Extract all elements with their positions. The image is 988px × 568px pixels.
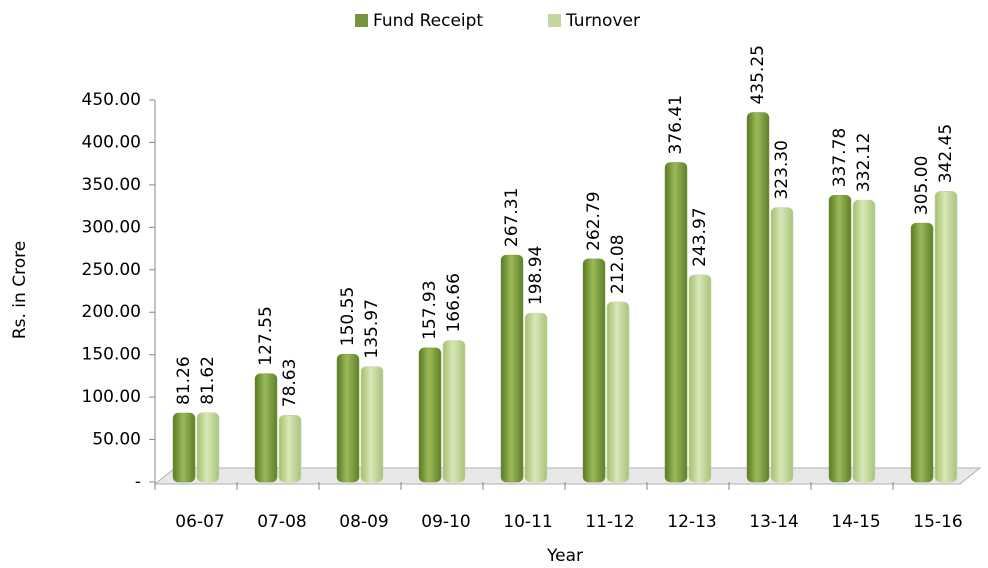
y-tick-label: 300.00 <box>82 217 141 237</box>
bar <box>418 347 442 483</box>
x-tick-label: 15-16 <box>913 512 962 532</box>
data-label: 157.93 <box>420 280 440 339</box>
y-tick-label: 250.00 <box>82 260 141 280</box>
data-label: 166.66 <box>444 273 464 332</box>
x-tick-label: 09-10 <box>421 512 470 532</box>
data-label: 81.26 <box>174 356 194 405</box>
bar <box>852 199 876 483</box>
x-tick-label: 10-11 <box>503 512 552 532</box>
x-tick-label: 06-07 <box>175 512 224 532</box>
bar <box>664 162 688 483</box>
legend-label: Turnover <box>565 11 640 31</box>
bar <box>582 258 606 483</box>
y-tick-label: 50.00 <box>92 430 141 450</box>
x-tick-label: 08-09 <box>339 512 388 532</box>
data-label: 262.79 <box>584 191 604 250</box>
bar <box>278 415 302 483</box>
y-tick-label: 450.00 <box>82 90 141 110</box>
y-tick-label: 100.00 <box>82 387 141 407</box>
data-label: 135.97 <box>362 299 382 358</box>
bar <box>524 312 548 483</box>
bar <box>172 412 196 483</box>
data-label: 198.94 <box>526 246 546 305</box>
y-tick-label: 350.00 <box>82 175 141 195</box>
bar <box>254 373 278 483</box>
bar <box>688 274 712 483</box>
data-label: 376.41 <box>666 95 686 154</box>
legend-swatch <box>548 14 561 27</box>
y-tick-label: 400.00 <box>82 132 141 152</box>
bar <box>934 191 958 483</box>
data-label: 342.45 <box>936 124 956 183</box>
data-label: 78.63 <box>280 359 300 408</box>
bar <box>910 222 934 483</box>
data-label: 337.78 <box>830 128 850 187</box>
y-axis-title: Rs. in Crore <box>10 241 30 339</box>
bar <box>500 254 524 483</box>
x-axis-title: Year <box>546 546 583 566</box>
bar <box>606 301 630 483</box>
data-label: 243.97 <box>690 207 710 266</box>
bar <box>196 412 220 483</box>
y-tick-label: 200.00 <box>82 302 141 322</box>
bar <box>442 340 466 483</box>
y-tick-label: 150.00 <box>82 345 141 365</box>
x-tick-label: 07-08 <box>257 512 306 532</box>
data-label: 332.12 <box>854 133 874 192</box>
legend-label: Fund Receipt <box>373 11 483 31</box>
x-tick-label: 12-13 <box>667 512 716 532</box>
legend-swatch <box>355 14 368 27</box>
bar <box>336 353 360 483</box>
data-label: 323.30 <box>772 140 792 199</box>
data-label: 212.08 <box>608 234 628 293</box>
x-tick-label: 11-12 <box>585 512 634 532</box>
y-tick-label: - <box>135 472 141 492</box>
x-tick-label: 14-15 <box>831 512 880 532</box>
bar <box>360 366 384 483</box>
bar <box>746 112 770 483</box>
data-label: 81.62 <box>198 356 218 405</box>
data-label: 127.55 <box>256 306 276 365</box>
data-label: 150.55 <box>338 287 358 346</box>
x-tick-label: 13-14 <box>749 512 798 532</box>
bar <box>770 207 794 483</box>
data-label: 435.25 <box>748 45 768 104</box>
bar <box>828 195 852 483</box>
data-label: 267.31 <box>502 188 522 247</box>
data-label: 305.00 <box>912 156 932 215</box>
